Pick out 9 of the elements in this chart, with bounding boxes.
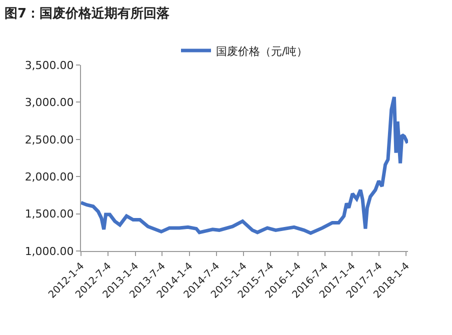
- legend-label: 国废价格（元/吨）: [216, 44, 308, 58]
- y-tick-label: 2,000.00: [24, 170, 74, 184]
- line-series: [81, 95, 408, 235]
- y-tick-label: 1,500.00: [24, 208, 74, 221]
- y-tick-label: 3,500.00: [24, 58, 74, 72]
- y-tick-label: 3,000.00: [24, 96, 74, 110]
- y-tick-label: 2,500.00: [24, 133, 74, 146]
- chart-title: 图7：国废价格近期有所回落: [4, 5, 171, 22]
- y-tick-label: 1,000.00: [24, 244, 74, 258]
